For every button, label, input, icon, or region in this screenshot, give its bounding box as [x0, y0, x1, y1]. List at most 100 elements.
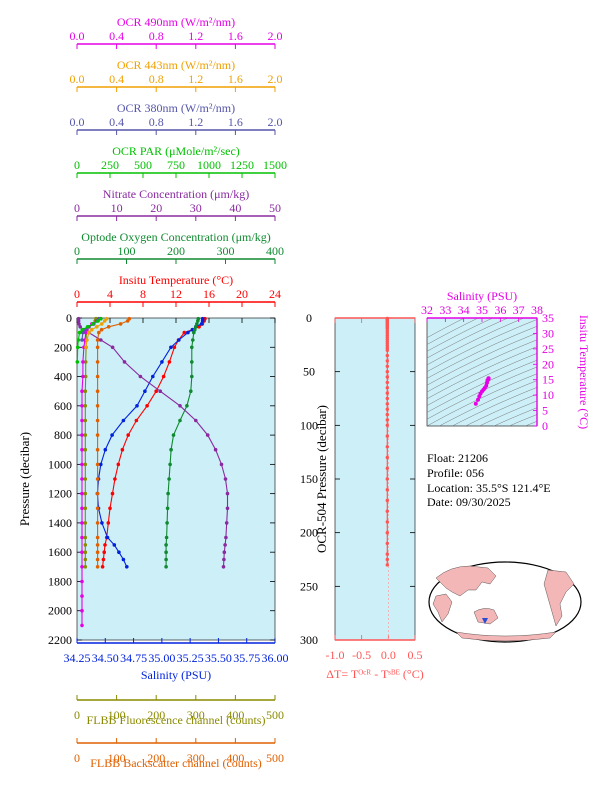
- data-point: [385, 380, 389, 385]
- data-point: [192, 330, 196, 335]
- data-point: [83, 491, 88, 496]
- axis-title: FLBB Backscatter channel (counts): [90, 756, 262, 770]
- data-point: [385, 488, 389, 492]
- isopycnal: [427, 332, 537, 386]
- map-location-marker: [482, 618, 488, 624]
- isopycnal: [427, 318, 479, 345]
- data-point: [190, 345, 194, 350]
- data-point: [121, 418, 126, 423]
- tick-label: 0: [306, 311, 312, 325]
- data-point: [193, 327, 197, 332]
- tick-label: 50: [269, 201, 281, 215]
- tick-label: 0.0: [381, 648, 396, 662]
- ts-isopycnals: [427, 318, 537, 426]
- data-point: [83, 418, 88, 423]
- data-point: [95, 345, 100, 350]
- tick-label: 32: [421, 303, 433, 317]
- tick-label: 0.5: [408, 648, 423, 662]
- tick-label: 1000: [197, 158, 221, 172]
- series-backscatter: [95, 316, 132, 569]
- data-point: [99, 327, 104, 332]
- data-point: [385, 466, 389, 470]
- data-point: [80, 338, 84, 342]
- tick-label: 1.2: [188, 72, 203, 86]
- data-point: [83, 550, 88, 554]
- data-point: [151, 374, 155, 379]
- data-point: [83, 404, 88, 408]
- tick-label: 20: [236, 287, 248, 301]
- tick-label: 50: [303, 365, 315, 379]
- data-point: [116, 462, 121, 467]
- tick-label: 2.0: [268, 29, 283, 43]
- data-point: [222, 557, 226, 562]
- data-point: [219, 462, 224, 467]
- data-point: [224, 521, 229, 525]
- series-oxygen: [164, 316, 201, 569]
- data-point: [385, 455, 389, 460]
- data-point: [178, 404, 182, 408]
- data-point: [81, 360, 85, 364]
- tick-label: 1200: [48, 487, 72, 501]
- tick-label: 200: [167, 244, 185, 258]
- data-point: [178, 418, 182, 423]
- map-land-australia: [473, 608, 499, 625]
- axis-title: Optode Oxygen Concentration (μm/kg): [81, 230, 270, 244]
- series-par: [75, 316, 103, 364]
- bottom-axis-salinity: 34.25 34.50 34.75 35.00 35.25 35.50 35.75 36.00…: [64, 638, 289, 682]
- data-point: [95, 418, 100, 423]
- data-point: [485, 380, 489, 385]
- data-point: [385, 391, 389, 395]
- data-point: [385, 386, 389, 390]
- data-point: [80, 565, 84, 569]
- isopycnal: [427, 373, 537, 426]
- tick-label: 500: [134, 158, 152, 172]
- data-point: [385, 370, 389, 374]
- data-point: [167, 477, 171, 481]
- axis-title: ΔT= Tᴼᶜᴿ - Tˢᴮᴱ (°C): [326, 667, 423, 681]
- data-point: [100, 565, 105, 569]
- axis-title: Insitu Temperature (°C): [577, 315, 591, 429]
- tick-label: 150: [300, 472, 318, 486]
- data-point: [80, 521, 84, 525]
- tick-label: 4: [107, 287, 113, 301]
- data-point: [161, 374, 166, 379]
- data-point: [99, 338, 103, 342]
- data-point: [385, 423, 389, 427]
- data-point: [80, 462, 84, 467]
- data-point: [103, 447, 108, 452]
- data-point: [81, 330, 85, 335]
- isopycnal: [427, 346, 537, 400]
- tick-label: 0: [74, 244, 80, 258]
- data-point: [385, 359, 389, 363]
- data-point: [385, 375, 389, 379]
- data-point: [385, 396, 389, 401]
- axis-title: OCR-504 Pressure (decibar): [314, 405, 329, 553]
- data-point: [172, 345, 177, 350]
- data-point: [186, 330, 190, 335]
- data-point: [90, 327, 94, 332]
- data-point: [225, 506, 230, 511]
- map-land-africa: [432, 593, 453, 623]
- data-point: [185, 404, 189, 408]
- map-land-asia: [435, 565, 497, 597]
- data-point: [190, 374, 194, 379]
- data-point: [95, 506, 100, 511]
- data-point: [195, 322, 199, 326]
- tick-label: 34.25: [64, 651, 91, 665]
- tick-label: 600: [54, 399, 72, 413]
- data-point: [80, 506, 84, 511]
- data-point: [91, 322, 95, 326]
- tick-label: 20: [150, 201, 162, 215]
- isopycnal: [478, 400, 537, 426]
- data-point: [95, 389, 100, 394]
- tick-label: 0.4: [109, 29, 124, 43]
- delta-t-panel-background: [334, 317, 416, 641]
- data-point: [385, 541, 389, 546]
- tick-label: 37: [513, 303, 525, 317]
- data-point: [385, 434, 389, 438]
- tick-label: 1.6: [228, 29, 243, 43]
- pressure-axis: 0 200 400 600 800 1000 1200 1400 1600 1800 2000 220…: [17, 311, 275, 647]
- data-point: [80, 418, 84, 423]
